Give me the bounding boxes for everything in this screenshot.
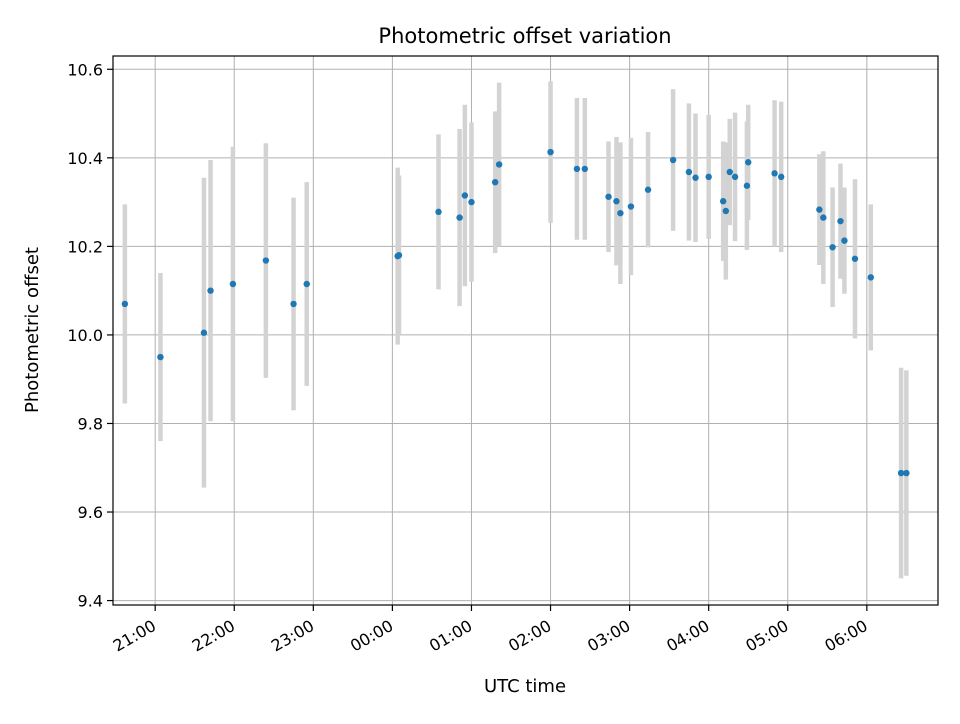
data-point xyxy=(627,203,635,210)
data-point xyxy=(121,300,129,308)
data-point xyxy=(573,165,581,173)
data-point xyxy=(456,214,463,221)
y-tick-label: 9.6 xyxy=(78,503,103,522)
data-point xyxy=(581,165,589,173)
data-point xyxy=(745,159,752,166)
data-point xyxy=(207,287,214,294)
data-point xyxy=(692,174,699,181)
y-tick-label: 10.0 xyxy=(67,326,103,345)
data-point xyxy=(303,280,310,288)
data-point xyxy=(820,214,827,221)
data-point xyxy=(685,168,693,176)
data-point xyxy=(719,198,727,205)
data-point xyxy=(617,209,624,217)
data-point xyxy=(157,353,164,361)
data-point xyxy=(605,193,612,200)
y-tick-label: 9.4 xyxy=(78,592,103,611)
y-axis-label: Photometric offset xyxy=(22,247,43,413)
data-point xyxy=(435,208,442,216)
data-point xyxy=(841,237,848,244)
data-point xyxy=(837,217,844,225)
data-point xyxy=(722,207,730,215)
data-point xyxy=(290,300,297,308)
chart-title: Photometric offset variation xyxy=(378,24,671,48)
data-point xyxy=(547,148,554,156)
data-point xyxy=(468,198,475,206)
data-point xyxy=(897,469,905,477)
data-point xyxy=(669,156,677,164)
data-point xyxy=(705,173,712,181)
data-point xyxy=(726,168,733,176)
y-tick-label: 10.4 xyxy=(67,149,103,168)
axes-frame xyxy=(112,55,939,606)
y-tick-label: 10.6 xyxy=(67,60,103,79)
data-point xyxy=(491,178,499,186)
y-tick-label: 10.2 xyxy=(67,237,103,256)
y-axis-ticks: 9.4 9.6 9.8 10.0 10.2 10.4 10.6 xyxy=(67,60,113,611)
data-points xyxy=(121,148,910,477)
data-point xyxy=(867,274,874,281)
data-point xyxy=(461,192,469,199)
data-point xyxy=(200,329,208,336)
data-point xyxy=(743,182,751,189)
data-point xyxy=(816,206,823,213)
data-point xyxy=(395,252,403,259)
y-tick-label: 9.8 xyxy=(78,414,103,433)
data-point xyxy=(903,469,910,477)
data-point xyxy=(829,244,836,251)
data-point xyxy=(262,257,270,264)
data-point xyxy=(644,186,652,193)
data-point xyxy=(229,280,237,288)
data-point xyxy=(731,173,739,181)
data-point xyxy=(771,170,778,177)
data-point xyxy=(777,173,785,181)
data-point xyxy=(851,255,859,262)
data-point xyxy=(613,198,620,205)
data-point xyxy=(495,161,503,168)
x-axis-label: UTC time xyxy=(484,676,566,697)
